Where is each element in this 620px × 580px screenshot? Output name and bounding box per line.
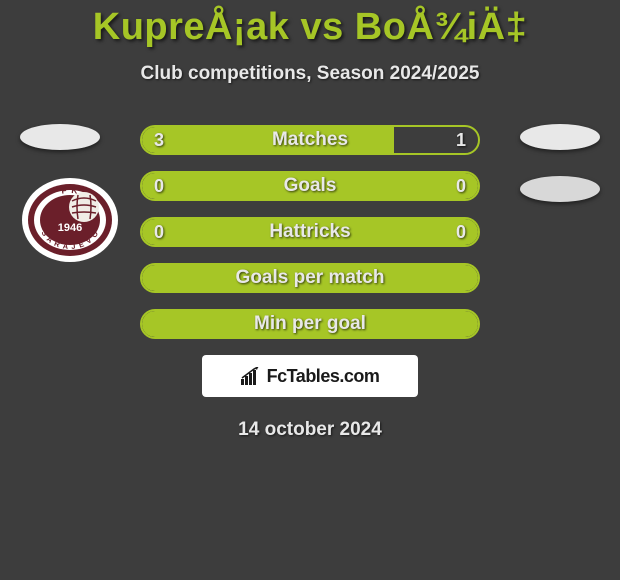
stat-row-matches: 3 Matches 1 [140,125,480,155]
stat-bars: 3 Matches 1 0 Goals 0 0 Hattricks 0 [0,125,620,339]
stat-value-right: 0 [456,217,466,247]
stat-row-goals: 0 Goals 0 [140,171,480,201]
stat-row-hattricks: 0 Hattricks 0 [140,217,480,247]
fctables-icon [241,367,263,385]
stat-label: Goals [140,171,480,201]
date: 14 october 2024 [0,419,620,441]
stat-label: Matches [140,125,480,155]
comparison-card: KupreÅ¡ak vs BoÅ¾iÄ‡ Club competitions, … [0,0,620,580]
stat-row-min-per-goal: Min per goal [140,309,480,339]
stat-label: Goals per match [140,263,480,293]
source-logo: FcTables.com [202,355,418,397]
page-title: KupreÅ¡ak vs BoÅ¾iÄ‡ [0,0,620,49]
stat-row-goals-per-match: Goals per match [140,263,480,293]
stat-value-right: 0 [456,171,466,201]
stat-label: Min per goal [140,309,480,339]
stat-value-right: 1 [456,125,466,155]
source-logo-text: FcTables.com [267,366,380,387]
subtitle: Club competitions, Season 2024/2025 [0,63,620,85]
stat-label: Hattricks [140,217,480,247]
